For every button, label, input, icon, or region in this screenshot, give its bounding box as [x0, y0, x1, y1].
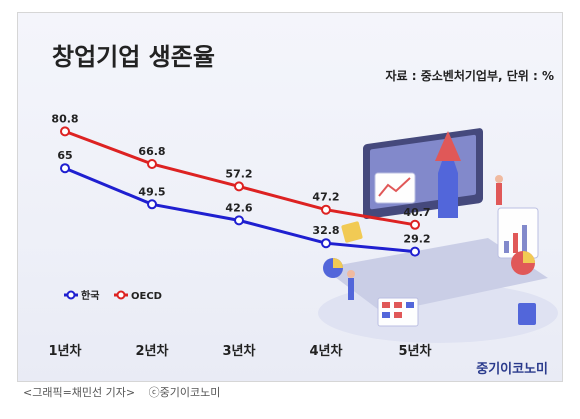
data-label-oecd-2: 66.8 [138, 145, 165, 158]
startup-illustration [318, 128, 558, 343]
data-label-oecd-4: 47.2 [312, 191, 339, 204]
data-point-oecd-1 [60, 126, 70, 137]
data-label-korea-4: 32.8 [312, 224, 339, 237]
legend-marker-korea [66, 290, 76, 300]
legend-item-oecd: OECD [114, 290, 162, 302]
chart-title: 창업기업 생존율 [52, 43, 215, 71]
x-tick-label-2: 2년차 [136, 343, 169, 359]
image-caption: <그래픽=채민선 기자> ⓒ중기이코노미 [23, 384, 230, 400]
data-label-oecd-1: 80.8 [51, 112, 78, 125]
data-point-korea-5 [410, 246, 420, 257]
data-label-oecd-5: 40.7 [403, 206, 430, 219]
legend-marker-oecd [116, 290, 126, 300]
data-label-korea-1: 65 [57, 149, 72, 162]
caption-copyright: ⓒ중기이코노미 [148, 386, 221, 399]
data-point-korea-3 [234, 215, 244, 226]
chart-canvas: 창업기업 생존율 자료 : 중소벤처기업부, 단위 : % 65 49.5 42.6… [49, 43, 558, 377]
legend-label-oecd: OECD [131, 291, 162, 302]
x-tick-label-5: 5년차 [399, 343, 432, 359]
data-point-oecd-5 [410, 219, 420, 230]
legend: 한국 OECD [64, 290, 162, 302]
data-label-korea-2: 49.5 [138, 185, 165, 198]
data-label-korea-3: 42.6 [225, 201, 252, 214]
source-note: 자료 : 중소벤처기업부, 단위 : % [385, 68, 554, 83]
data-point-oecd-4 [321, 204, 331, 215]
data-point-korea-1 [60, 163, 70, 174]
legend-item-korea: 한국 [64, 290, 99, 302]
chart-panel: 창업기업 생존율 자료 : 중소벤처기업부, 단위 : % 65 49.5 42.6… [17, 12, 563, 382]
x-tick-label-4: 4년차 [310, 343, 343, 359]
x-tick-label-3: 3년차 [223, 343, 256, 359]
data-point-korea-2 [147, 199, 157, 210]
caption-credit: <그래픽=채민선 기자> [23, 386, 136, 399]
data-label-korea-5: 29.2 [403, 233, 430, 246]
legend-label-korea: 한국 [81, 290, 99, 302]
data-label-oecd-3: 57.2 [225, 167, 252, 180]
plot-area: 65 49.5 42.6 32.8 29.2 80.8 66.8 57.2 47.2 40.7 1년… [49, 112, 432, 359]
x-tick-label-1: 1년차 [49, 343, 82, 359]
data-point-oecd-3 [234, 181, 244, 192]
data-point-oecd-2 [147, 159, 157, 169]
data-point-korea-4 [321, 238, 331, 249]
brand-logo: 중기이코노미 [476, 361, 548, 377]
